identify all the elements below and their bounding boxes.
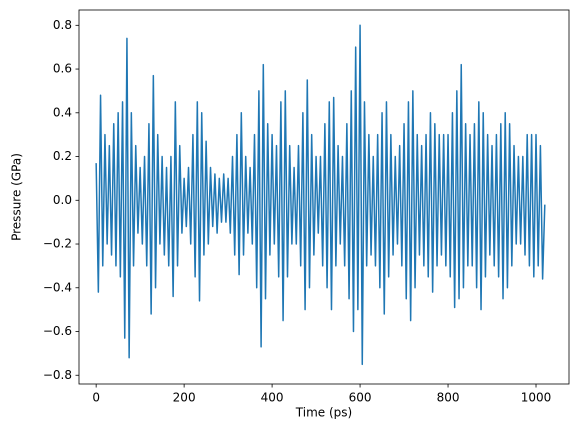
x-tick-label: 400 xyxy=(261,391,284,405)
data-line xyxy=(95,24,546,366)
y-tick-label: −0.8 xyxy=(43,368,72,382)
x-axis-label: Time (ps) xyxy=(295,406,352,420)
x-tick-label: 600 xyxy=(349,391,372,405)
y-tick-label: −0.2 xyxy=(43,237,72,251)
axes-frame xyxy=(78,9,570,385)
y-tick-label: 0.2 xyxy=(53,149,72,163)
y-tick-label: 0.8 xyxy=(53,18,72,32)
x-tick-label: 800 xyxy=(437,391,460,405)
y-tick-label: −0.6 xyxy=(43,324,72,338)
y-tick-label: −0.4 xyxy=(43,280,72,294)
y-axis-label: Pressure (GPa) xyxy=(10,153,24,241)
y-tick-label: 0.4 xyxy=(53,105,72,119)
y-tick-label: 0.0 xyxy=(53,193,72,207)
x-tick-label: 0 xyxy=(92,391,100,405)
x-tick-label: 1000 xyxy=(521,391,552,405)
x-tick-label: 200 xyxy=(173,391,196,405)
y-tick-label: 0.6 xyxy=(53,62,72,76)
